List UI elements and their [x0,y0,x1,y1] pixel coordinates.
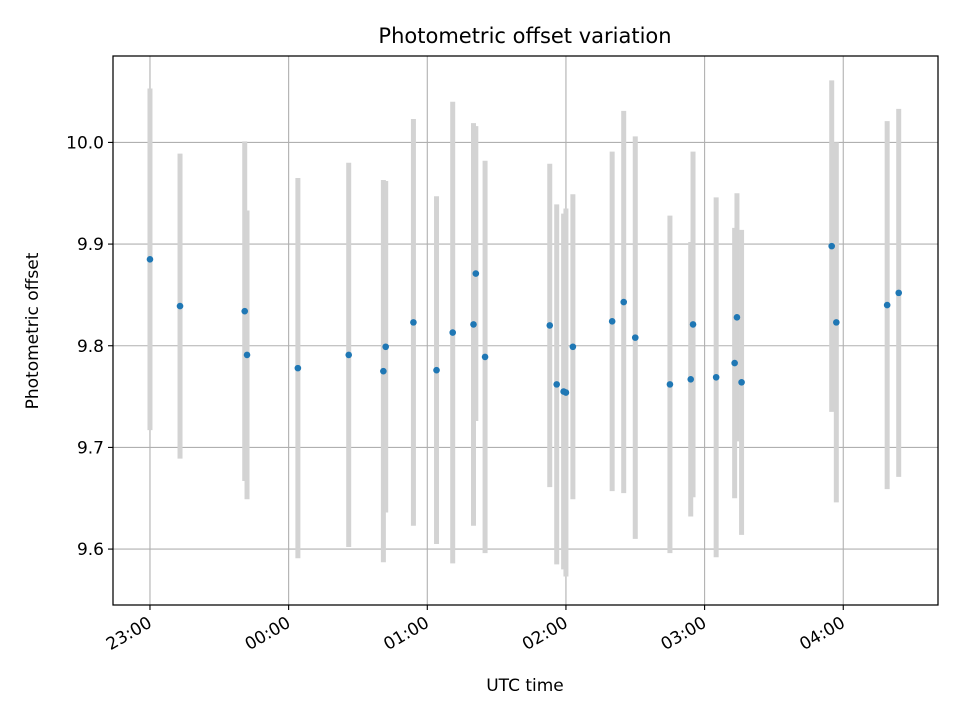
data-point [176,302,184,310]
data-point [738,379,745,386]
data-point [243,351,251,359]
y-axis-ticks: 9.6 9.7 9.8 9.9 10.0 [66,133,113,560]
data-point [689,321,697,328]
grid-lines [113,56,938,605]
y-tick-label: 9.7 [77,438,104,458]
data-point [433,366,440,374]
data-point [562,389,570,396]
y-tick-label: 9.6 [77,540,104,560]
data-point [569,343,577,351]
data-point [631,334,639,341]
data-point [687,376,695,383]
data-points [146,242,903,396]
data-point [241,307,249,315]
data-point [146,256,154,263]
data-point [382,343,389,351]
data-point [883,301,891,309]
y-tick-label: 9.9 [77,235,104,255]
data-point [380,367,387,375]
y-axis-title: Photometric offset [23,252,43,409]
plot-frame [112,55,939,606]
data-point [666,381,674,388]
data-point [472,270,480,277]
data-point [481,353,489,361]
data-point [828,242,835,250]
chart-title: Photometric offset variation [378,24,671,48]
y-tick-label: 9.8 [77,337,104,357]
data-point [470,321,477,328]
data-point [294,364,302,372]
data-point [546,322,554,329]
data-point [712,373,720,381]
data-point [731,359,738,367]
data-point [553,381,560,388]
data-point [895,289,903,297]
data-point [449,329,457,336]
data-point [608,318,616,325]
data-point [733,313,741,321]
data-point [833,319,840,326]
data-point [410,319,417,326]
y-tick-label: 10.0 [66,133,104,153]
data-point [620,298,628,306]
data-point [345,351,353,359]
x-axis-title: UTC time [486,676,564,696]
